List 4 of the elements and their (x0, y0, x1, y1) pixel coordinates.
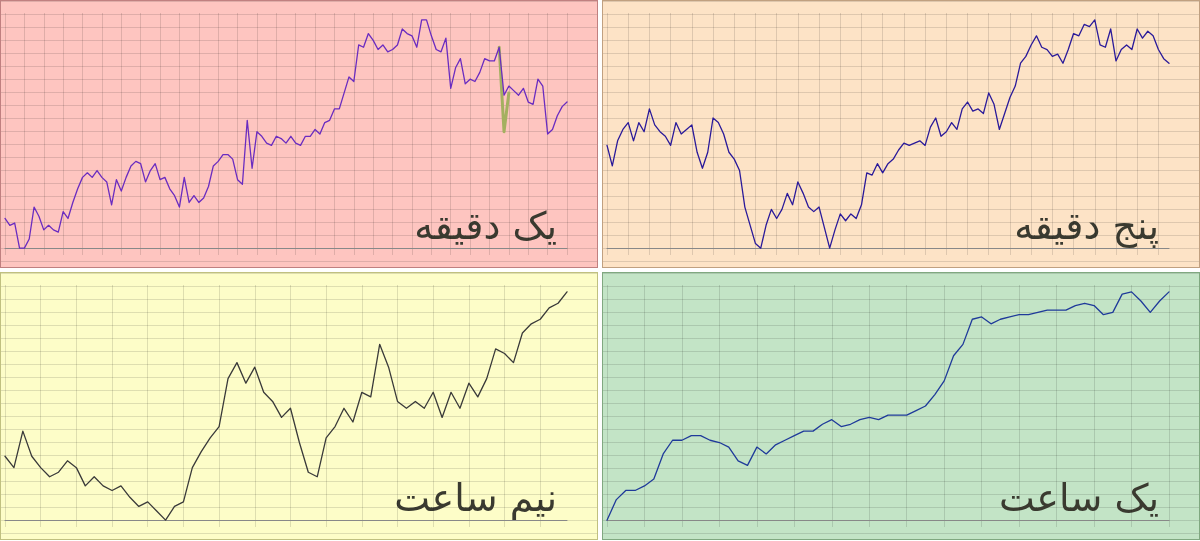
annotation: یک ساعت (998, 476, 1160, 520)
annotation: یک دقیقه (414, 204, 558, 248)
annotation: پنج دقیقه (1014, 204, 1160, 249)
annotation: نیم ساعت (394, 476, 558, 520)
